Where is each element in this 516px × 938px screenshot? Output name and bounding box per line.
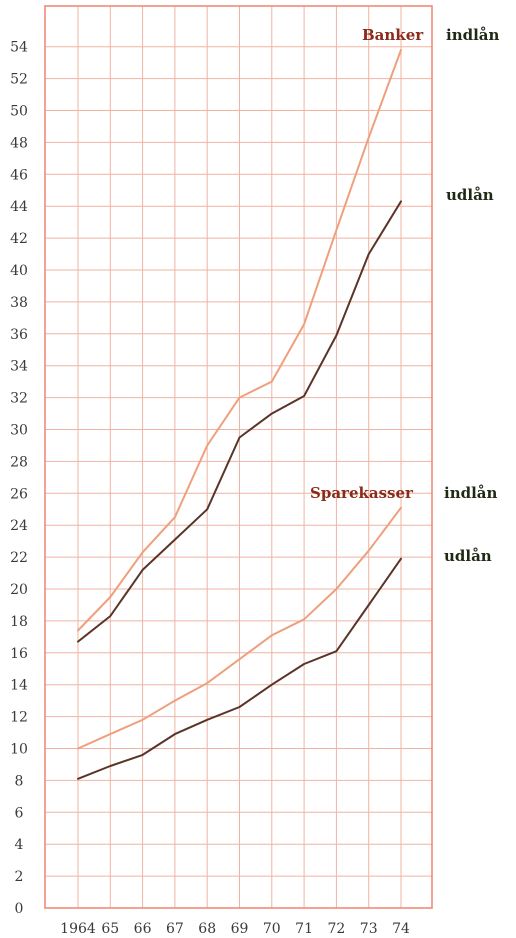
y-tick-label: 12 xyxy=(10,710,28,726)
y-tick-label: 6 xyxy=(15,805,24,821)
y-tick-label: 36 xyxy=(10,327,28,343)
x-axis-ticks: 1964 65 66 67 68 69 70 71 72 73 74 xyxy=(60,921,410,937)
y-tick-label: 40 xyxy=(10,263,28,279)
x-tick-label: 72 xyxy=(327,921,345,937)
series-line-sparekasser-indlan xyxy=(77,506,402,750)
series-line-banker-indlan xyxy=(77,48,402,632)
y-tick-label: 4 xyxy=(15,837,24,853)
x-tick-label: 66 xyxy=(134,921,152,937)
plot-frame xyxy=(44,5,433,909)
label-banker-indlan: indlån xyxy=(446,26,500,44)
x-tick-label: 70 xyxy=(263,921,281,937)
y-tick-label: 42 xyxy=(10,231,28,247)
x-tick-label: 65 xyxy=(101,921,119,937)
y-tick-label: 2 xyxy=(15,869,24,885)
y-tick-label: 32 xyxy=(10,391,28,407)
label-sparekasser-udlan: udlån xyxy=(444,547,492,565)
y-tick-label: 34 xyxy=(10,359,28,375)
y-tick-label: 8 xyxy=(15,773,24,789)
y-tick-label: 54 xyxy=(10,40,28,56)
y-tick-label: 0 xyxy=(15,901,24,917)
label-banker: Banker xyxy=(362,26,424,44)
label-banker-udlan: udlån xyxy=(446,186,494,204)
horizontal-gridlines xyxy=(45,46,432,877)
y-tick-label: 24 xyxy=(10,518,28,534)
y-tick-label: 38 xyxy=(10,295,28,311)
y-tick-label: 28 xyxy=(10,454,28,470)
series-line-sparekasser-udlan xyxy=(77,557,402,780)
y-tick-label: 44 xyxy=(10,199,28,215)
y-tick-label: 26 xyxy=(10,486,28,502)
y-tick-label: 52 xyxy=(10,72,28,88)
y-tick-label: 20 xyxy=(10,582,28,598)
y-tick-label: 10 xyxy=(10,742,28,758)
y-tick-label: 46 xyxy=(10,167,28,183)
x-tick-label: 69 xyxy=(231,921,249,937)
y-axis-ticks: 0246810121416182022242628303234363840424… xyxy=(10,40,28,917)
x-tick-label: 74 xyxy=(392,921,410,937)
label-sparekasser-indlan: indlån xyxy=(444,484,498,502)
x-tick-label: 71 xyxy=(295,921,313,937)
y-tick-label: 22 xyxy=(10,550,28,566)
series-line-banker-udlan xyxy=(77,200,402,643)
x-tick-label: 73 xyxy=(360,921,378,937)
y-tick-label: 48 xyxy=(10,135,28,151)
series-lines xyxy=(77,48,402,780)
y-tick-label: 30 xyxy=(10,423,28,439)
label-sparekasser: Sparekasser xyxy=(310,484,414,502)
x-tick-label: 67 xyxy=(166,921,184,937)
vertical-gridlines xyxy=(77,6,402,908)
x-tick-label: 68 xyxy=(198,921,216,937)
y-tick-label: 14 xyxy=(10,678,28,694)
x-tick-label: 1964 xyxy=(60,921,96,937)
series-labels: Banker indlån udlån Sparekasser indlån u… xyxy=(310,26,500,565)
y-tick-label: 16 xyxy=(10,646,28,662)
y-tick-label: 50 xyxy=(10,104,28,120)
y-tick-label: 18 xyxy=(10,614,28,630)
